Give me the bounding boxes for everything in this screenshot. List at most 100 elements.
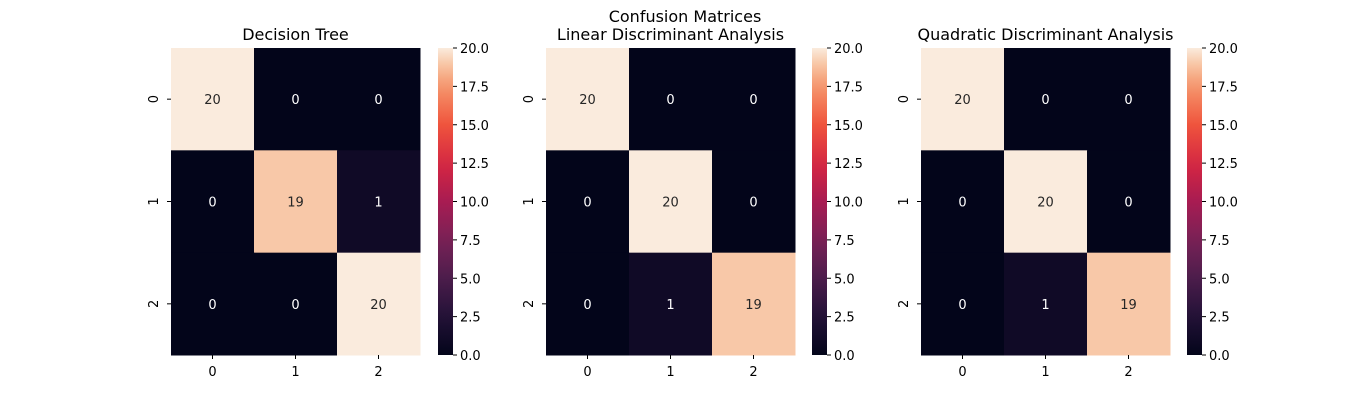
colorbar-tick-label: 17.5 [460, 80, 489, 95]
cell-value-label: 0 [291, 298, 299, 313]
heatmap-cell [254, 48, 338, 151]
cell-value-label: 0 [1124, 196, 1132, 211]
heatmap-cell [254, 252, 338, 356]
heatmap-cell [171, 252, 255, 356]
colorbar [1187, 48, 1202, 355]
colorbar-tick-label: 17.5 [834, 80, 863, 95]
colorbar-tick-label: 12.5 [1209, 157, 1238, 172]
cell-value-label: 0 [666, 93, 674, 108]
heatmap-cell [546, 48, 630, 151]
x-tick-label: 1 [1041, 365, 1049, 380]
cell-value-label: 20 [954, 93, 971, 108]
x-tick-label: 0 [208, 365, 216, 380]
cell-value-label: 0 [208, 298, 216, 313]
heatmap-cell [712, 150, 796, 254]
cell-value-label: 1 [1041, 298, 1049, 313]
colorbar-tick-label: 10.0 [834, 196, 863, 211]
y-tick-label: 1 [897, 197, 912, 205]
colorbar-tick-label: 15.0 [460, 119, 489, 134]
heatmap-cell [629, 48, 713, 151]
heatmap-cell [546, 252, 630, 356]
y-tick-label: 2 [147, 300, 162, 308]
cell-value-label: 0 [1041, 93, 1049, 108]
heatmap-cell [337, 150, 421, 254]
x-tick-label: 0 [958, 365, 966, 380]
heatmap-cell [171, 48, 255, 151]
cell-value-label: 20 [370, 298, 387, 313]
colorbar-tick-label: 12.5 [834, 157, 863, 172]
heatmap-cell [712, 252, 796, 356]
heatmap-cell [1004, 252, 1088, 356]
cell-value-label: 0 [291, 93, 299, 108]
x-tick-label: 1 [666, 365, 674, 380]
heatmap-cell [921, 150, 1005, 254]
colorbar-tick-label: 7.5 [1209, 234, 1230, 249]
cell-value-label: 0 [958, 298, 966, 313]
cell-value-label: 0 [374, 93, 382, 108]
panel-title: Linear Discriminant Analysis [557, 25, 784, 44]
heatmap-cell [1087, 252, 1171, 356]
colorbar-tick-label: 20.0 [834, 42, 863, 57]
cell-value-label: 19 [1120, 298, 1137, 313]
cell-value-label: 0 [749, 196, 757, 211]
cell-value-label: 19 [287, 196, 304, 211]
colorbar-tick-label: 5.0 [834, 272, 855, 287]
heatmap-cell [337, 48, 421, 151]
heatmap-cell [1087, 48, 1171, 151]
heatmap-cell [254, 150, 338, 254]
colorbar-tick-label: 15.0 [834, 119, 863, 134]
heatmap-cell [629, 252, 713, 356]
colorbar-tick-label: 5.0 [460, 272, 481, 287]
panel-title: Decision Tree [242, 25, 349, 44]
colorbar-tick-label: 0.0 [460, 349, 481, 364]
panel-title: Quadratic Discriminant Analysis [918, 25, 1174, 44]
cell-value-label: 0 [208, 196, 216, 211]
heatmap-cell [712, 48, 796, 151]
heatmap-cell [171, 150, 255, 254]
y-tick-label: 0 [147, 95, 162, 103]
cell-value-label: 20 [579, 93, 596, 108]
y-tick-label: 0 [897, 95, 912, 103]
cell-value-label: 0 [958, 196, 966, 211]
heatmap-cell [337, 252, 421, 356]
colorbar-tick-label: 17.5 [1209, 80, 1238, 95]
colorbar-tick-label: 12.5 [460, 157, 489, 172]
colorbar-tick-label: 2.5 [460, 311, 481, 326]
cell-value-label: 20 [1037, 196, 1054, 211]
heatmap-cell [546, 150, 630, 254]
heatmap-cell [1087, 150, 1171, 254]
y-tick-label: 1 [522, 197, 537, 205]
heatmap-cell [921, 252, 1005, 356]
y-tick-label: 2 [522, 300, 537, 308]
cell-value-label: 0 [583, 298, 591, 313]
heatmap-panel-2: Quadratic Discriminant Analysis 20 0 0 0 20 0 0… [897, 25, 1238, 380]
cell-value-label: 1 [666, 298, 674, 313]
colorbar-tick-label: 5.0 [1209, 272, 1230, 287]
cell-value-label: 0 [1124, 93, 1132, 108]
x-tick-label: 2 [749, 365, 757, 380]
colorbar-tick-label: 10.0 [1209, 196, 1238, 211]
colorbar-tick-label: 2.5 [1209, 311, 1230, 326]
heatmap-cell [629, 150, 713, 254]
colorbar-tick-label: 0.0 [1209, 349, 1230, 364]
figure-suptitle: Confusion Matrices [609, 7, 762, 26]
y-tick-label: 1 [147, 197, 162, 205]
x-tick-label: 2 [374, 365, 382, 380]
y-tick-label: 0 [522, 95, 537, 103]
colorbar-tick-label: 0.0 [834, 349, 855, 364]
colorbar [438, 48, 453, 355]
cell-value-label: 20 [204, 93, 221, 108]
heatmap-cell [1004, 150, 1088, 254]
colorbar-tick-label: 7.5 [834, 234, 855, 249]
heatmap-cell [1004, 48, 1088, 151]
heatmap-cell [921, 48, 1005, 151]
colorbar-tick-label: 15.0 [1209, 119, 1238, 134]
cell-value-label: 0 [583, 196, 591, 211]
colorbar-tick-label: 2.5 [834, 311, 855, 326]
colorbar [812, 48, 827, 355]
x-tick-label: 0 [583, 365, 591, 380]
cell-value-label: 20 [662, 196, 679, 211]
x-tick-label: 1 [291, 365, 299, 380]
